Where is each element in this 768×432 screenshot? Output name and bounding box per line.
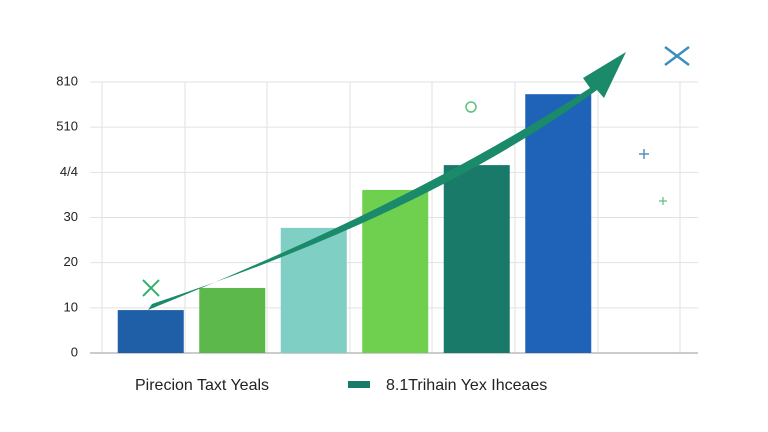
sparkle bbox=[639, 149, 649, 159]
bar bbox=[280, 227, 347, 353]
bar bbox=[525, 94, 592, 353]
y-tick-label: 4/4 bbox=[60, 164, 78, 179]
sparkle bbox=[664, 46, 690, 66]
bar bbox=[199, 287, 266, 353]
bar bbox=[117, 310, 184, 353]
y-tick-label: 510 bbox=[56, 119, 78, 134]
y-tick-label: 20 bbox=[64, 254, 78, 269]
sparkle bbox=[142, 279, 160, 297]
y-tick-label: 0 bbox=[71, 344, 78, 359]
x-axis-label: Pirecion Taxt Yeals bbox=[135, 377, 269, 394]
y-tick-label: 10 bbox=[64, 299, 78, 314]
legend-label: 8.1Trihain Yex Ihceaes bbox=[386, 377, 547, 394]
legend-swatch bbox=[348, 381, 370, 388]
bar bbox=[443, 165, 510, 353]
sparkle bbox=[465, 101, 477, 113]
y-tick-label: 30 bbox=[64, 209, 78, 224]
sparkle bbox=[659, 197, 667, 205]
y-tick-label: 810 bbox=[56, 73, 78, 88]
